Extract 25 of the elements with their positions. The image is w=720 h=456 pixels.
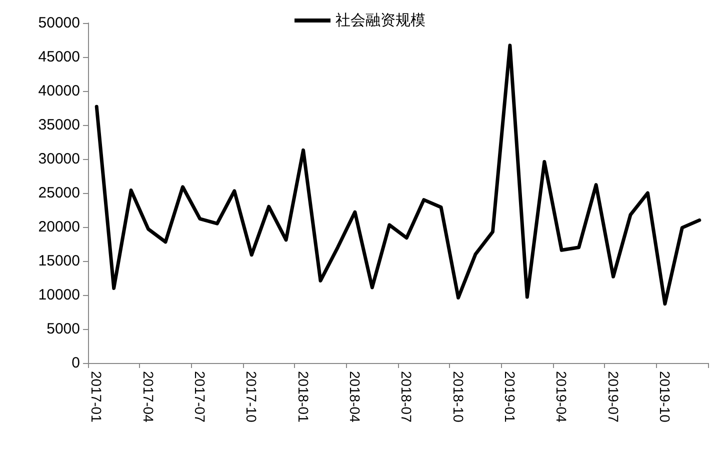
x-tick-label: 2017-04 — [140, 371, 156, 423]
x-tick-label: 2018-04 — [346, 371, 363, 423]
y-tick-label: 20000 — [38, 218, 80, 236]
y-tick-label: 40000 — [38, 82, 80, 100]
y-tick-label: 10000 — [38, 286, 80, 304]
y-tick-label: 45000 — [38, 48, 80, 66]
x-tick-label: 2019-01 — [502, 371, 518, 423]
x-tick-label: 2017-01 — [88, 371, 105, 423]
x-tick-label: 2018-01 — [295, 371, 312, 423]
x-tick-label: 2017-07 — [192, 371, 208, 423]
line-series — [94, 44, 702, 306]
x-tick-label: 2019-07 — [605, 371, 622, 423]
y-tick-label: 15000 — [38, 252, 80, 270]
x-tick-label: 2017-10 — [244, 371, 260, 423]
y-tick-label: 30000 — [38, 150, 80, 168]
x-tick-label: 2018-07 — [398, 371, 415, 423]
y-tick-label: 25000 — [38, 184, 80, 202]
y-tick-label: 0 — [72, 354, 80, 372]
x-tick-label: 2019-10 — [656, 371, 673, 423]
x-tick-label: 2019-04 — [554, 371, 570, 423]
x-tick-label: 2018-10 — [450, 371, 466, 423]
y-tick-label: 5000 — [46, 320, 80, 338]
legend-label: 社会融资规模 — [336, 12, 426, 29]
y-tick-label: 50000 — [38, 14, 80, 32]
y-tick-label: 35000 — [38, 116, 80, 134]
